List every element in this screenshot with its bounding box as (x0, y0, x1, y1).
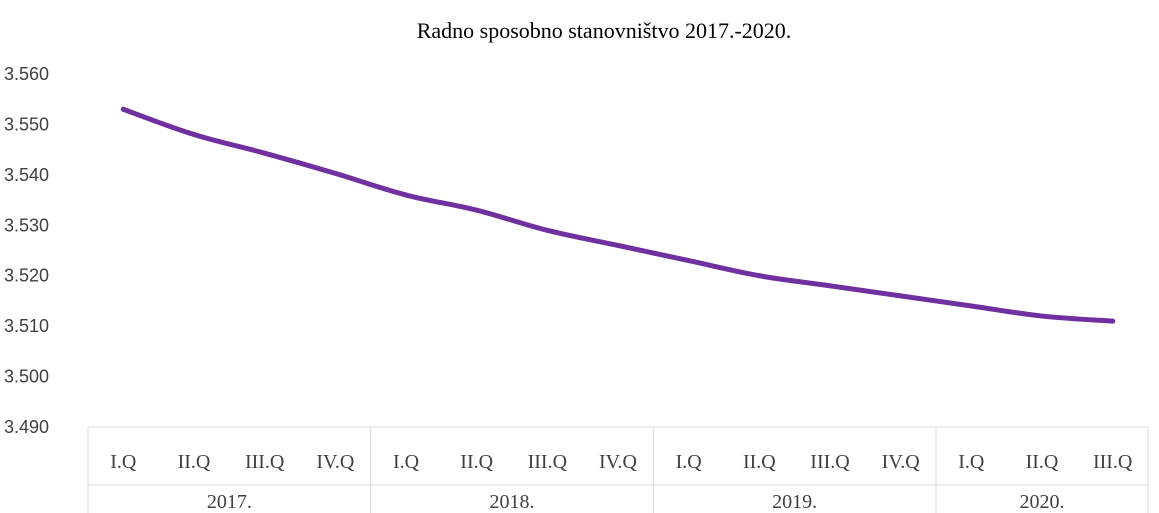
series-layer (120, 106, 1116, 324)
x-tick-label: III.Q (810, 451, 850, 473)
series-line (120, 106, 1116, 324)
data-point (544, 227, 550, 233)
data-point (686, 258, 692, 264)
y-tick-label: 3.520 (4, 266, 49, 286)
x-tick-label: I.Q (110, 451, 137, 473)
data-point (403, 192, 409, 198)
x-tick-label: I.Q (958, 451, 985, 473)
y-tick-label: 3.540 (4, 165, 49, 185)
y-tick-label: 3.490 (4, 417, 49, 437)
data-point (262, 150, 268, 156)
x-tick-label: I.Q (393, 451, 420, 473)
data-point (120, 106, 126, 112)
data-point (898, 293, 904, 299)
x-group-label: 2019. (772, 491, 817, 513)
data-point (827, 283, 833, 289)
data-point (191, 132, 197, 138)
x-tick-label: II.Q (178, 451, 211, 473)
data-point (1110, 318, 1116, 324)
data-point (474, 207, 480, 213)
x-tick-label: IV.Q (882, 451, 921, 473)
x-group-label: 2020. (1020, 491, 1065, 513)
y-tick-label: 3.530 (4, 215, 49, 235)
x-tick-label: II.Q (1026, 451, 1059, 473)
data-point (332, 170, 338, 176)
x-tick-label: III.Q (1093, 451, 1133, 473)
chart-title: Radno sposobno stanovništvo 2017.-2020. (417, 18, 792, 43)
y-tick-label: 3.510 (4, 316, 49, 336)
data-point (1039, 313, 1045, 319)
x-tick-label: IV.Q (599, 451, 638, 473)
x-tick-label: II.Q (460, 451, 493, 473)
y-tick-label: 3.550 (4, 114, 49, 134)
y-tick-label: 3.560 (4, 64, 49, 84)
x-axis: I.Q II.Q III.Q IV.Q I.Q II.Q III.Q IV.Q I.Q II.Q I… (87, 426, 1149, 513)
x-group-label: 2018. (490, 491, 535, 513)
data-point (615, 242, 621, 248)
y-axis: 3.560 3.550 3.540 3.530 3.520 3.510 3.500 3.490 (4, 64, 49, 437)
data-point (756, 273, 762, 279)
data-point (968, 303, 974, 309)
x-tick-label: III.Q (528, 451, 568, 473)
x-tick-label: III.Q (245, 451, 285, 473)
x-group-label: 2017. (207, 491, 252, 513)
x-tick-label: I.Q (676, 451, 703, 473)
x-tick-label: IV.Q (316, 451, 355, 473)
x-tick-label: II.Q (743, 451, 776, 473)
y-tick-label: 3.500 (4, 367, 49, 387)
